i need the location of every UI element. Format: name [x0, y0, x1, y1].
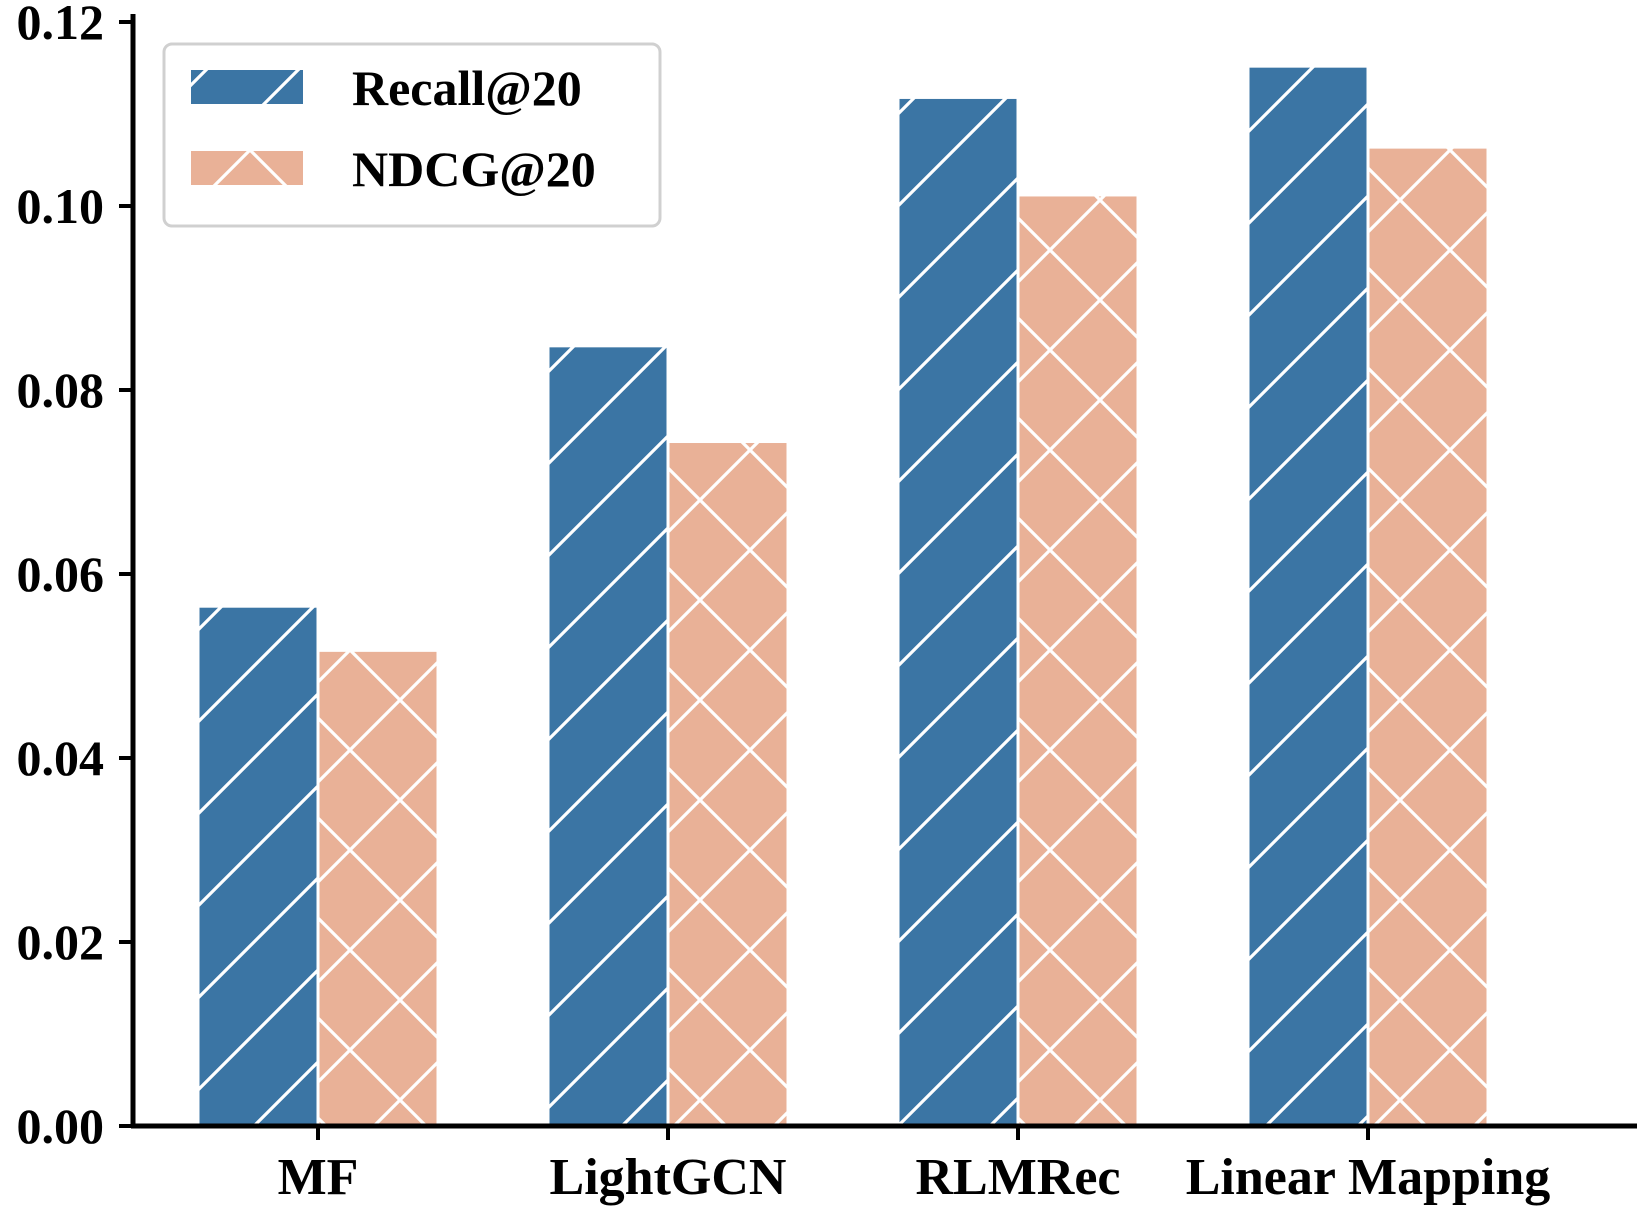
x-category-label: RLMRec — [915, 1149, 1120, 1206]
y-tick-label: 0.06 — [17, 546, 105, 602]
bar-ndcg-20-mf — [316, 648, 440, 1128]
legend: Recall@20 NDCG@20 — [162, 42, 662, 228]
legend-swatch-recall — [189, 68, 305, 106]
y-tick-label: 0.04 — [17, 730, 105, 786]
y-tick-label: 0.02 — [17, 914, 105, 970]
legend-label-recall: Recall@20 — [352, 60, 582, 116]
bars-group — [196, 64, 1490, 1128]
y-tick-label: 0.12 — [17, 0, 105, 50]
y-tick-label: 0.08 — [17, 362, 105, 418]
bar-recall-20-linear-mapping — [1246, 64, 1370, 1128]
y-tick-label: 0.10 — [17, 178, 105, 234]
x-category-label: Linear Mapping — [1186, 1149, 1551, 1206]
bar-recall-20-lightgcn — [546, 344, 670, 1128]
x-category-label: LightGCN — [550, 1149, 787, 1206]
y-tick-label: 0.00 — [17, 1098, 105, 1154]
x-category-label: MF — [278, 1149, 359, 1206]
x-ticks-group: MF LightGCN RLMRec Linear Mapping — [278, 1126, 1551, 1206]
bar-recall-20-rlmrec — [896, 95, 1020, 1128]
y-ticks-group: 0.00 0.02 0.04 0.06 0.08 0.10 0.12 — [17, 0, 133, 1154]
bar-ndcg-20-rlmrec — [1016, 193, 1140, 1128]
bar-recall-20-mf — [196, 604, 320, 1128]
legend-swatch-ndcg — [189, 149, 305, 187]
legend-label-ndcg: NDCG@20 — [352, 141, 596, 197]
bar-ndcg-20-linear-mapping — [1366, 145, 1490, 1128]
bar-ndcg-20-lightgcn — [666, 440, 790, 1128]
